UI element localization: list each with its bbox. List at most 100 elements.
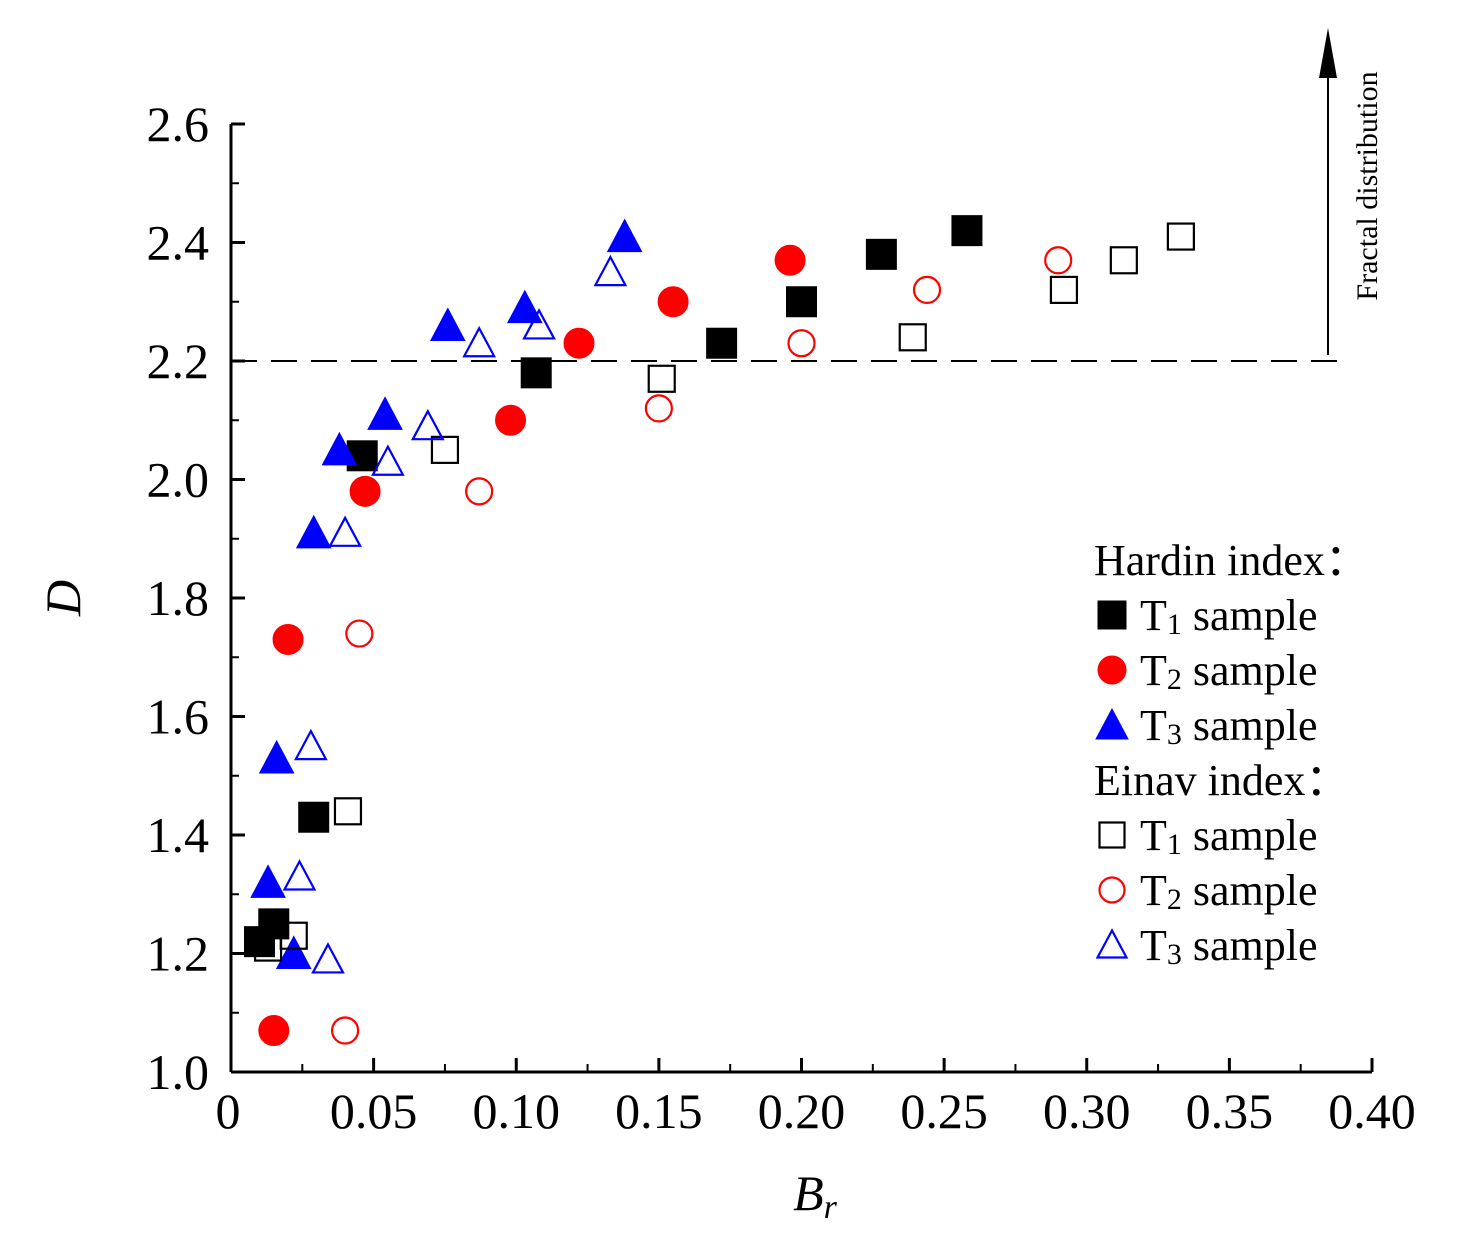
data-point (865, 238, 897, 270)
data-point (644, 394, 673, 423)
data-point (647, 364, 676, 393)
data-point (298, 801, 330, 833)
data-point (465, 477, 494, 506)
axes: 0 0.05 0.10 0.15 0.20 0.25 0.30 0.35 0.40 1.0 1.2 1… (35, 96, 1416, 1226)
y-tick-label: 2.4 (147, 215, 210, 271)
x-tick-label: 0.30 (1043, 1083, 1131, 1139)
legend-item: T1 sample (1097, 591, 1318, 641)
data-point (787, 329, 816, 358)
series-hardin-t3 (250, 218, 643, 969)
y-tick-label: 2.0 (147, 452, 210, 508)
data-point (346, 440, 378, 472)
y-axis-label: D (35, 580, 91, 617)
data-point (706, 327, 738, 359)
data-point (593, 254, 628, 287)
data-point (786, 286, 817, 318)
legend-label: T2 sample (1140, 866, 1318, 916)
data-point (279, 921, 308, 950)
legend-marker (1095, 707, 1129, 740)
x-axis-label: Br (793, 1165, 838, 1226)
data-point (371, 444, 405, 476)
data-point (774, 244, 806, 276)
data-point (410, 408, 445, 441)
data-points (244, 215, 1195, 1047)
data-point (275, 935, 312, 969)
series-einav-t2 (331, 246, 1073, 1045)
data-point (951, 215, 983, 247)
data-point (912, 275, 942, 304)
legend-label: T1 sample (1140, 811, 1318, 861)
data-point (495, 404, 527, 436)
series-einav-t1 (253, 222, 1195, 962)
data-point (429, 307, 466, 341)
y-tick-label: 2.2 (147, 333, 210, 389)
data-point (272, 623, 304, 655)
data-point (282, 859, 317, 891)
data-point (462, 325, 497, 358)
data-point (250, 864, 286, 898)
data-point (295, 514, 332, 549)
data-point (345, 619, 374, 648)
y-tick-label: 2.6 (147, 96, 210, 152)
annotation-text: Fractal distribution (1351, 71, 1384, 300)
legend-marker (1098, 821, 1126, 849)
x-tick-label: 0.40 (1328, 1083, 1416, 1139)
legend-marker (1098, 876, 1126, 904)
legend-item: T2 sample (1097, 646, 1318, 696)
series-hardin-t2 (258, 244, 806, 1047)
legend-label: T1 sample (1140, 591, 1318, 641)
y-tick-label: 1.2 (147, 926, 210, 982)
legend-marker (1097, 600, 1127, 630)
legend-group-title: Hardin index： (1094, 536, 1369, 585)
series-hardin-t1 (244, 215, 983, 958)
series-einav-t3 (282, 254, 628, 974)
y-tick-label: 1.6 (147, 689, 210, 745)
data-point (331, 1016, 360, 1045)
y-tick-label: 1.8 (147, 570, 210, 626)
data-point (333, 797, 363, 826)
x-tick-label: 0.25 (900, 1083, 988, 1139)
data-point (258, 739, 295, 774)
legend-item: T3 sample (1095, 701, 1318, 751)
data-point (258, 1015, 290, 1047)
data-point (1044, 246, 1073, 275)
data-point (606, 218, 643, 253)
legend-label: T3 sample (1140, 921, 1318, 971)
legend-marker (1095, 928, 1129, 959)
x-tick-label: 0.05 (330, 1083, 418, 1139)
y-tick-label: 1.4 (147, 807, 210, 863)
x-tick-label: 0 (216, 1083, 241, 1139)
y-tick-label: 1.0 (147, 1044, 210, 1100)
legend-label: T3 sample (1140, 701, 1318, 751)
x-tick-label: 0.35 (1186, 1083, 1274, 1139)
legend-item: T2 sample (1098, 866, 1318, 916)
annotation-group: Fractal distribution (1319, 28, 1384, 355)
data-point (657, 286, 689, 318)
x-tick-label: 0.15 (615, 1083, 703, 1139)
legend-marker (1097, 655, 1127, 685)
data-point (328, 515, 362, 547)
data-point (349, 475, 381, 507)
data-point (321, 431, 358, 466)
legend-item: T1 sample (1098, 811, 1318, 861)
data-point (367, 396, 403, 430)
legend-group-title: Einav index： (1094, 756, 1349, 805)
data-point (294, 728, 328, 761)
data-point (311, 942, 345, 974)
data-point (898, 323, 927, 352)
legend-item: T3 sample (1095, 921, 1318, 971)
legend-label: T2 sample (1140, 646, 1318, 696)
data-point (1166, 222, 1195, 251)
data-point (1109, 246, 1138, 275)
data-point (506, 289, 543, 324)
arrow-up-icon (1319, 28, 1337, 78)
data-point (1049, 275, 1079, 304)
x-tick-label: 0.10 (473, 1083, 561, 1139)
x-tick-label: 0.20 (758, 1083, 846, 1139)
data-point (563, 327, 595, 359)
data-point (520, 357, 552, 389)
data-point (522, 308, 556, 340)
data-point (430, 435, 460, 464)
